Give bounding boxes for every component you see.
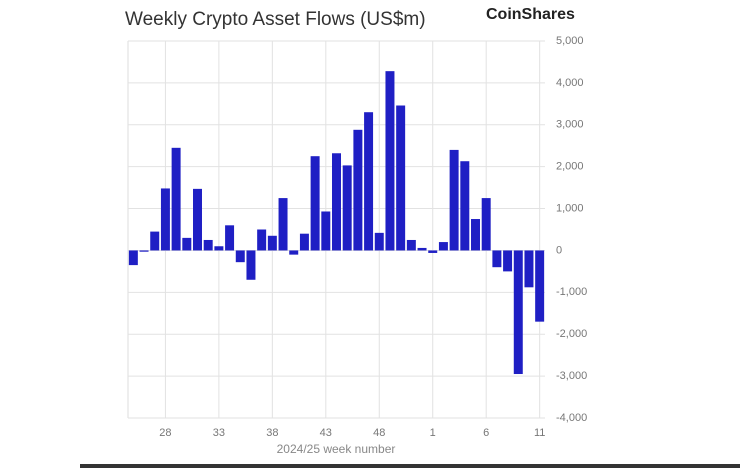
bar: [289, 250, 299, 255]
bar: [374, 232, 384, 251]
bar: [193, 188, 202, 251]
bottom-bar: [80, 464, 740, 468]
bar: [235, 250, 245, 263]
x-tick-label: 48: [373, 427, 385, 439]
bar: [128, 250, 138, 266]
chart-title: Weekly Crypto Asset Flows (US$m): [125, 9, 426, 30]
bar: [278, 198, 288, 251]
bar: [321, 211, 331, 251]
x-tick-label: 33: [213, 427, 225, 439]
bar: [353, 129, 363, 251]
bar: [481, 198, 491, 251]
y-tick-label: -3,000: [556, 370, 587, 382]
x-axis-label: 2024/25 week number: [277, 442, 396, 456]
x-tick-label: 11: [534, 427, 545, 439]
bar: [342, 165, 352, 251]
bar: [225, 225, 235, 251]
bar: [438, 242, 448, 251]
bar: [471, 219, 480, 251]
bar: [449, 149, 459, 251]
bar: [139, 250, 149, 252]
bar: [428, 250, 438, 253]
bar: [385, 71, 395, 251]
y-tick-label: 5,000: [556, 35, 584, 47]
bar: [332, 153, 341, 251]
bar: [257, 229, 267, 251]
bar: [460, 161, 470, 251]
bar: [150, 231, 160, 251]
y-tick-label: -1,000: [556, 286, 587, 298]
bar: [171, 147, 181, 251]
bar: [364, 112, 374, 251]
x-tick-label: 1: [430, 427, 436, 439]
bar: [524, 250, 534, 288]
x-tick-label: 43: [320, 427, 332, 439]
bar: [417, 247, 427, 251]
bar: [299, 233, 309, 251]
y-tick-label: 0: [556, 244, 562, 256]
y-tick-label: 1,000: [556, 202, 584, 214]
x-tick-label: 38: [266, 427, 278, 439]
y-tick-label: 2,000: [556, 161, 584, 173]
bar: [513, 250, 523, 375]
bar: [492, 250, 502, 268]
y-tick-label: -4,000: [556, 412, 587, 424]
bar: [182, 237, 192, 251]
bar: [310, 156, 320, 251]
y-tick-label: 3,000: [556, 119, 584, 131]
x-tick-label: 6: [483, 427, 489, 439]
bar: [246, 250, 256, 280]
bar: [267, 235, 277, 251]
bar: [160, 188, 170, 251]
bar: [203, 239, 213, 251]
x-tick-label: 28: [159, 427, 171, 439]
bar: [406, 239, 416, 251]
bar: [535, 250, 545, 322]
y-tick-label: 4,000: [556, 77, 584, 89]
y-tick-label: -2,000: [556, 328, 587, 340]
brand: CoinShares: [486, 6, 575, 23]
bar: [214, 246, 224, 251]
bar: [503, 250, 513, 272]
bar: [396, 105, 406, 251]
